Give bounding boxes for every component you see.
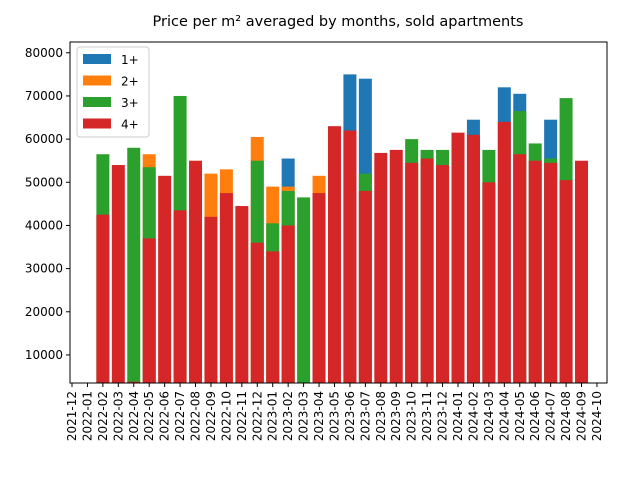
chart-title: Price per m² averaged by months, sold ap… — [153, 14, 524, 30]
bars — [96, 74, 589, 383]
bar — [204, 216, 218, 383]
x-tick-label: 2022-09 — [204, 391, 218, 441]
bar — [142, 238, 156, 383]
x-tick-label: 2022-11 — [235, 391, 249, 441]
bar — [451, 132, 465, 383]
x-tick-label: 2023-02 — [281, 391, 295, 441]
bar — [544, 162, 558, 383]
x-tick-label: 2024-04 — [497, 391, 511, 441]
bar — [482, 182, 496, 383]
x-tick-label: 2022-01 — [80, 391, 94, 441]
y-tick-label: 40000 — [25, 218, 63, 232]
bar — [343, 130, 357, 383]
x-tick-label: 2022-03 — [111, 391, 125, 441]
bar — [497, 121, 511, 383]
bar — [219, 193, 233, 383]
legend-label: 1+ — [121, 53, 139, 67]
bar — [189, 160, 203, 383]
x-tick-label: 2024-08 — [559, 391, 573, 441]
y-tick-label: 60000 — [25, 132, 63, 146]
bar — [158, 175, 172, 383]
y-tick-label: 20000 — [25, 305, 63, 319]
x-tick-label: 2022-12 — [250, 391, 264, 441]
x-tick-label: 2024-10 — [590, 391, 604, 441]
legend-label: 2+ — [121, 75, 139, 89]
bar — [575, 160, 589, 383]
x-tick-label: 2023-03 — [297, 391, 311, 441]
x-tick-label: 2022-02 — [96, 391, 110, 441]
legend-label: 3+ — [121, 96, 139, 110]
x-tick-label: 2022-05 — [142, 391, 156, 441]
x-tick-label: 2024-09 — [575, 391, 589, 441]
x-tick-label: 2023-05 — [327, 391, 341, 441]
y-tick-label: 70000 — [25, 89, 63, 103]
legend-swatch — [83, 75, 111, 86]
x-tick-label: 2023-01 — [266, 391, 280, 441]
bar — [127, 147, 141, 383]
bar — [466, 134, 480, 383]
bar — [327, 126, 341, 383]
bar — [173, 210, 187, 383]
legend-swatch — [83, 118, 111, 129]
x-tick-label: 2024-06 — [528, 391, 542, 441]
bar — [513, 154, 527, 383]
legend-swatch — [83, 54, 111, 64]
bar — [389, 149, 403, 383]
bar — [235, 206, 249, 383]
x-tick-label: 2023-09 — [389, 391, 403, 441]
bar — [436, 165, 450, 383]
x-tick-label: 2024-05 — [513, 391, 527, 441]
x-tick-label: 2022-08 — [189, 391, 203, 441]
x-tick-label: 2022-04 — [127, 391, 141, 441]
bar — [374, 152, 388, 383]
bar — [358, 190, 372, 383]
bar — [297, 197, 311, 383]
bar — [96, 214, 110, 383]
x-tick-label: 2023-06 — [343, 391, 357, 441]
bar — [127, 381, 141, 383]
bar — [266, 251, 280, 383]
legend-box — [76, 46, 150, 138]
bar — [405, 162, 419, 383]
x-tick-label: 2023-07 — [358, 391, 372, 441]
x-tick-label: 2021-12 — [65, 391, 79, 441]
x-tick-label: 2023-10 — [405, 391, 419, 441]
legend-label: 4+ — [121, 118, 139, 132]
y-tick-label: 10000 — [25, 348, 63, 362]
x-tick-label: 2023-12 — [436, 391, 450, 441]
y-tick-label: 30000 — [25, 262, 63, 276]
x-tick-label: 2022-06 — [158, 391, 172, 441]
bar — [111, 165, 125, 383]
y-tick-label: 80000 — [25, 46, 63, 60]
x-tick-label: 2023-04 — [312, 391, 326, 441]
bar — [312, 193, 326, 383]
axes-frame — [69, 41, 608, 384]
bar — [528, 160, 542, 383]
x-tick-label: 2023-11 — [420, 391, 434, 441]
legend-swatch — [83, 97, 111, 107]
y-tick-label: 50000 — [25, 175, 63, 189]
x-tick-label: 2024-02 — [466, 391, 480, 441]
x-tick-label: 2024-01 — [451, 391, 465, 441]
x-tick-label: 2022-07 — [173, 391, 187, 441]
bar — [420, 158, 434, 383]
bar — [250, 242, 264, 383]
bar — [281, 225, 295, 383]
x-tick-label: 2023-08 — [374, 391, 388, 441]
x-tick-label: 2024-03 — [482, 391, 496, 441]
bar — [559, 180, 573, 383]
x-tick-label: 2024-07 — [544, 391, 558, 441]
x-tick-label: 2022-10 — [219, 391, 233, 441]
